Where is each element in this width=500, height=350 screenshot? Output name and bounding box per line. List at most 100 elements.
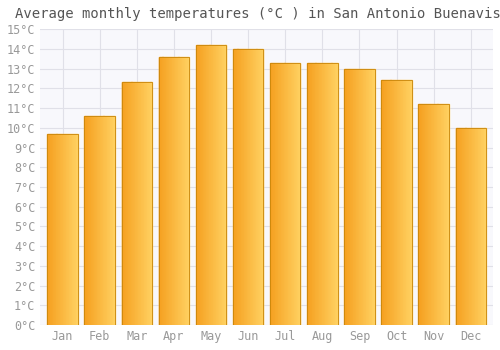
Bar: [433, 104, 434, 325]
Bar: [133, 82, 134, 325]
Bar: [206, 45, 207, 325]
Bar: [295, 63, 296, 325]
Bar: [332, 63, 333, 325]
Bar: [436, 104, 437, 325]
Bar: [308, 63, 310, 325]
Bar: [472, 128, 473, 325]
Bar: [236, 49, 238, 325]
Bar: [162, 57, 164, 325]
Bar: [61, 134, 62, 325]
Bar: [234, 49, 235, 325]
Bar: [196, 45, 198, 325]
Bar: [407, 80, 408, 325]
Bar: [71, 134, 72, 325]
Bar: [251, 49, 252, 325]
Bar: [86, 116, 87, 325]
Bar: [399, 80, 400, 325]
Bar: [473, 128, 474, 325]
Bar: [84, 116, 115, 325]
Bar: [176, 57, 177, 325]
Bar: [405, 80, 406, 325]
Bar: [411, 80, 412, 325]
Bar: [426, 104, 427, 325]
Bar: [208, 45, 209, 325]
Bar: [98, 116, 99, 325]
Bar: [283, 63, 284, 325]
Bar: [95, 116, 96, 325]
Bar: [57, 134, 58, 325]
Bar: [261, 49, 262, 325]
Bar: [385, 80, 386, 325]
Bar: [484, 128, 486, 325]
Bar: [210, 45, 211, 325]
Bar: [326, 63, 327, 325]
Bar: [109, 116, 110, 325]
Bar: [382, 80, 383, 325]
Bar: [114, 116, 115, 325]
Bar: [166, 57, 167, 325]
Bar: [439, 104, 440, 325]
Bar: [171, 57, 172, 325]
Bar: [260, 49, 261, 325]
Bar: [395, 80, 396, 325]
Bar: [72, 134, 74, 325]
Bar: [280, 63, 281, 325]
Bar: [464, 128, 466, 325]
Bar: [445, 104, 446, 325]
Bar: [158, 57, 160, 325]
Bar: [354, 69, 355, 325]
Bar: [424, 104, 426, 325]
Bar: [222, 45, 223, 325]
Bar: [430, 104, 432, 325]
Bar: [128, 82, 129, 325]
Bar: [201, 45, 202, 325]
Bar: [48, 134, 49, 325]
Bar: [271, 63, 272, 325]
Bar: [235, 49, 236, 325]
Bar: [362, 69, 364, 325]
Bar: [358, 69, 360, 325]
Bar: [323, 63, 324, 325]
Bar: [284, 63, 286, 325]
Bar: [238, 49, 239, 325]
Bar: [457, 128, 458, 325]
Bar: [215, 45, 216, 325]
Bar: [418, 104, 420, 325]
Bar: [73, 134, 74, 325]
Bar: [252, 49, 254, 325]
Bar: [59, 134, 60, 325]
Bar: [336, 63, 337, 325]
Bar: [70, 134, 71, 325]
Bar: [270, 63, 271, 325]
Bar: [317, 63, 318, 325]
Bar: [420, 104, 422, 325]
Bar: [366, 69, 367, 325]
Bar: [383, 80, 384, 325]
Bar: [333, 63, 334, 325]
Bar: [406, 80, 408, 325]
Bar: [474, 128, 476, 325]
Bar: [420, 104, 421, 325]
Bar: [220, 45, 221, 325]
Bar: [85, 116, 86, 325]
Bar: [122, 82, 152, 325]
Bar: [361, 69, 362, 325]
Bar: [391, 80, 392, 325]
Bar: [90, 116, 92, 325]
Bar: [294, 63, 295, 325]
Bar: [49, 134, 50, 325]
Bar: [139, 82, 140, 325]
Bar: [372, 69, 373, 325]
Bar: [312, 63, 314, 325]
Bar: [106, 116, 108, 325]
Bar: [318, 63, 320, 325]
Bar: [56, 134, 58, 325]
Bar: [127, 82, 128, 325]
Bar: [310, 63, 311, 325]
Bar: [55, 134, 56, 325]
Title: Average monthly temperatures (°C ) in San Antonio Buenavista: Average monthly temperatures (°C ) in Sa…: [16, 7, 500, 21]
Bar: [110, 116, 111, 325]
Bar: [290, 63, 292, 325]
Bar: [102, 116, 104, 325]
Bar: [408, 80, 410, 325]
